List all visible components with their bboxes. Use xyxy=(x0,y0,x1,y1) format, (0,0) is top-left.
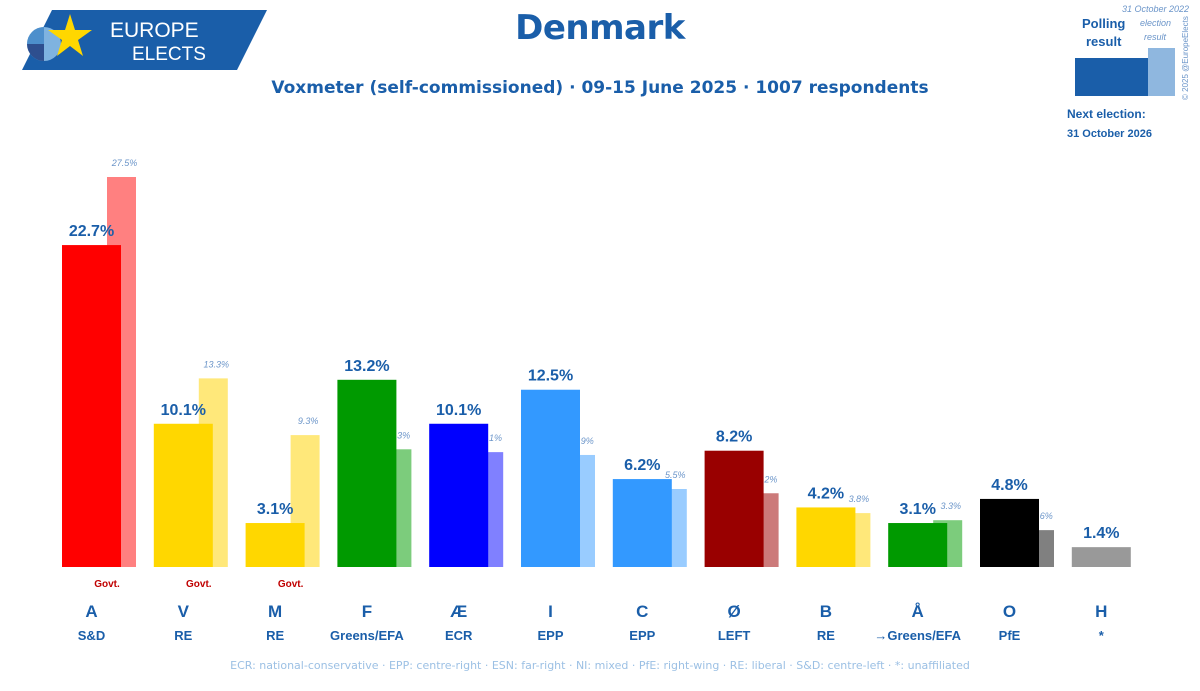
party-2-code: M xyxy=(268,602,282,621)
party-6-poll-label: 6.2% xyxy=(624,457,660,474)
party-6-poll-bar xyxy=(612,479,672,567)
party-4-poll-bar xyxy=(429,423,489,567)
party-0-group: S&D xyxy=(78,628,105,643)
star-icon xyxy=(48,14,92,56)
party-9-group: →Greens/EFA xyxy=(874,628,961,643)
party-10-poll-label: 4.8% xyxy=(991,477,1027,494)
party-0-code: A xyxy=(85,602,97,621)
next-election-date: 31 October 2026 xyxy=(1067,128,1152,140)
page-title: Denmark xyxy=(515,8,685,48)
party-1-code: V xyxy=(178,602,190,621)
party-6-group: EPP xyxy=(629,628,655,643)
party-8-code: B xyxy=(820,602,832,621)
europe-elects-logo: EUROPE ELECTS xyxy=(22,10,267,70)
party-0-govt-label: Govt. xyxy=(94,579,120,590)
legend-polling-label-2: result xyxy=(1086,34,1122,49)
party-9-poll-bar xyxy=(888,523,948,567)
legend-election-label-1: 31 October 2022 xyxy=(1122,4,1189,14)
party-2-poll-bar xyxy=(245,523,305,567)
party-4-poll-label: 10.1% xyxy=(436,402,481,419)
party-9-code: Å xyxy=(912,602,924,621)
legend: Polling result 31 October 2022 election … xyxy=(1067,4,1190,140)
party-7-poll-bar xyxy=(704,450,764,567)
party-11-group: * xyxy=(1099,628,1105,643)
poll-subtitle: Voxmeter (self-commissioned) · 09-15 Jun… xyxy=(271,78,929,98)
legend-polling-label-1: Polling xyxy=(1082,16,1125,31)
party-5-group: EPP xyxy=(537,628,563,643)
party-0-poll-label: 22.7% xyxy=(69,223,114,240)
party-10-election-label: 2.6% xyxy=(1031,511,1053,521)
party-8-poll-label: 4.2% xyxy=(808,485,844,502)
party-3-election-label: 8.3% xyxy=(390,430,411,440)
party-3-group: Greens/EFA xyxy=(330,628,404,643)
party-10-group: PfE xyxy=(999,628,1021,643)
party-11-poll-label: 1.4% xyxy=(1083,525,1119,542)
party-7-election-label: 5.2% xyxy=(757,474,778,484)
party-2-poll-label: 3.1% xyxy=(257,501,293,518)
party-4-election-label: 8.1% xyxy=(481,433,502,443)
brand-line2: ELECTS xyxy=(132,44,206,65)
legend-election-label-2: election xyxy=(1140,18,1171,28)
party-3-poll-label: 13.2% xyxy=(344,358,389,375)
copyright-text: © 2025 @EuropeElects xyxy=(1181,16,1190,100)
party-0-election-label: 27.5% xyxy=(111,158,138,168)
party-8-election-label: 3.8% xyxy=(849,494,870,504)
party-4-group: ECR xyxy=(445,628,473,643)
party-5-code: I xyxy=(548,602,553,621)
party-9-poll-label: 3.1% xyxy=(899,501,935,518)
legend-election-swatch xyxy=(1148,48,1175,96)
footer-note: ECR: national-conservative · EPP: centre… xyxy=(230,659,970,672)
party-5-poll-bar xyxy=(521,389,580,567)
legend-election-label-3: result xyxy=(1144,32,1167,42)
party-1-group: RE xyxy=(174,628,192,643)
party-7-group: LEFT xyxy=(718,628,751,643)
party-6-code: C xyxy=(636,602,648,621)
party-8-group: RE xyxy=(817,628,835,643)
party-11-poll-bar xyxy=(1071,547,1131,567)
party-5-election-label: 7.9% xyxy=(573,436,594,446)
brand-line1: EUROPE xyxy=(110,19,199,42)
party-4-code: Æ xyxy=(450,602,467,621)
party-7-code: Ø xyxy=(727,602,740,621)
party-9-election-label: 3.3% xyxy=(940,501,961,511)
party-6-election-label: 5.5% xyxy=(665,470,686,480)
legend-poll-swatch xyxy=(1075,58,1148,96)
party-3-poll-bar xyxy=(337,379,397,567)
party-1-poll-bar xyxy=(153,423,213,567)
party-11-code: H xyxy=(1095,602,1107,621)
party-2-govt-label: Govt. xyxy=(278,579,304,590)
party-2-election-label: 9.3% xyxy=(298,416,319,426)
party-3-code: F xyxy=(362,602,372,621)
party-1-election-label: 13.3% xyxy=(204,359,230,369)
party-10-poll-bar xyxy=(980,498,1039,567)
party-1-govt-label: Govt. xyxy=(186,579,212,590)
party-7-poll-label: 8.2% xyxy=(716,429,752,446)
party-0-poll-bar xyxy=(62,245,121,567)
party-5-poll-label: 12.5% xyxy=(528,368,573,385)
party-10-code: O xyxy=(1003,602,1016,621)
party-8-poll-bar xyxy=(796,507,856,567)
party-2-group: RE xyxy=(266,628,284,643)
next-election-label: Next election: xyxy=(1067,107,1146,121)
party-1-poll-label: 10.1% xyxy=(161,402,206,419)
